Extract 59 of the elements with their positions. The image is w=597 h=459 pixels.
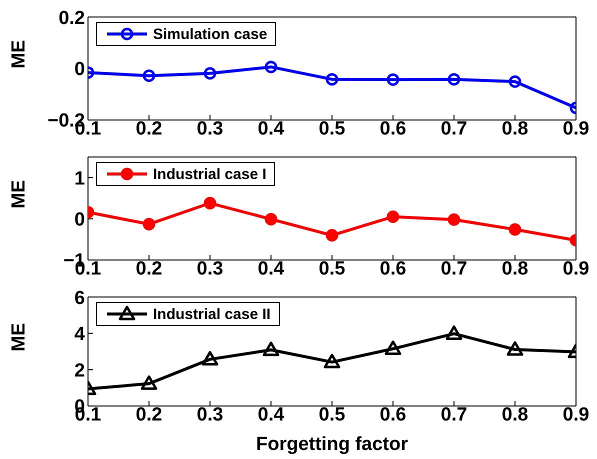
y-tick-label: 1: [74, 168, 86, 190]
x-tick-label: 0.8: [502, 404, 528, 426]
legend-label: Simulation case: [153, 26, 268, 42]
point: [142, 218, 156, 230]
x-tick-label: 0.2: [136, 118, 162, 140]
x-tick-label: 0.5: [318, 404, 346, 426]
x-tick-label: 0.9: [562, 258, 590, 280]
x-tick-label: 0.6: [380, 404, 406, 426]
y-tick-label: 4: [74, 324, 86, 346]
point: [384, 340, 402, 356]
x-tick-label: 0.9: [562, 404, 590, 426]
point: [142, 69, 156, 82]
point: [326, 73, 338, 86]
x-tick-label: 0.4: [258, 258, 285, 280]
x-tick-label: 0.8: [502, 258, 528, 280]
y-tick-label: 0: [74, 59, 85, 80]
point: [448, 73, 460, 86]
x-tick-label: 0.7: [440, 404, 468, 426]
point: [204, 196, 216, 210]
x-tick-label: 0.5: [318, 258, 346, 280]
point: [446, 325, 462, 340]
x-axis-title: Forgetting factor: [256, 434, 409, 455]
x-tick-label: 0.9: [562, 118, 590, 140]
y-axis-title: ME: [8, 323, 30, 352]
point: [324, 354, 340, 368]
y-tick-label: 6: [74, 288, 85, 309]
x-tick-label: 0.7: [440, 258, 468, 280]
point: [386, 210, 400, 223]
point: [508, 223, 522, 236]
x-tick-label: 0.2: [136, 404, 162, 426]
point: [264, 212, 278, 226]
point: [204, 67, 216, 80]
legend-label: Industrial case I: [153, 166, 266, 182]
x-tick-label: 0.5: [318, 118, 346, 140]
x-tick-label: 0.6: [380, 258, 406, 280]
x-tick-label: 0.7: [440, 118, 468, 140]
point: [140, 375, 158, 390]
point: [448, 213, 460, 226]
point: [264, 60, 278, 74]
point: [326, 229, 338, 242]
x-tick-label: 0.4: [258, 118, 285, 140]
y-tick-label: 2: [74, 360, 85, 382]
point: [262, 342, 280, 356]
point: [202, 351, 218, 366]
x-tick-label: 0.4: [258, 404, 285, 426]
x-tick-label: 0.3: [196, 404, 224, 426]
x-tick-label: 0.3: [196, 118, 224, 140]
point: [506, 341, 524, 356]
point: [508, 75, 522, 88]
y-tick-label: 0.2: [58, 8, 85, 29]
x-tick-label: 0.3: [196, 258, 224, 280]
y-axis-title: ME: [8, 40, 30, 68]
x-tick-label: 0.8: [502, 118, 528, 140]
legend-label: Industrial case II: [153, 306, 271, 322]
x-tick-label: 0.2: [136, 258, 162, 280]
x-tick-label: 0.6: [380, 118, 406, 140]
point: [386, 73, 400, 86]
y-tick-label: 0: [74, 210, 85, 231]
y-axis-title: ME: [8, 180, 30, 208]
